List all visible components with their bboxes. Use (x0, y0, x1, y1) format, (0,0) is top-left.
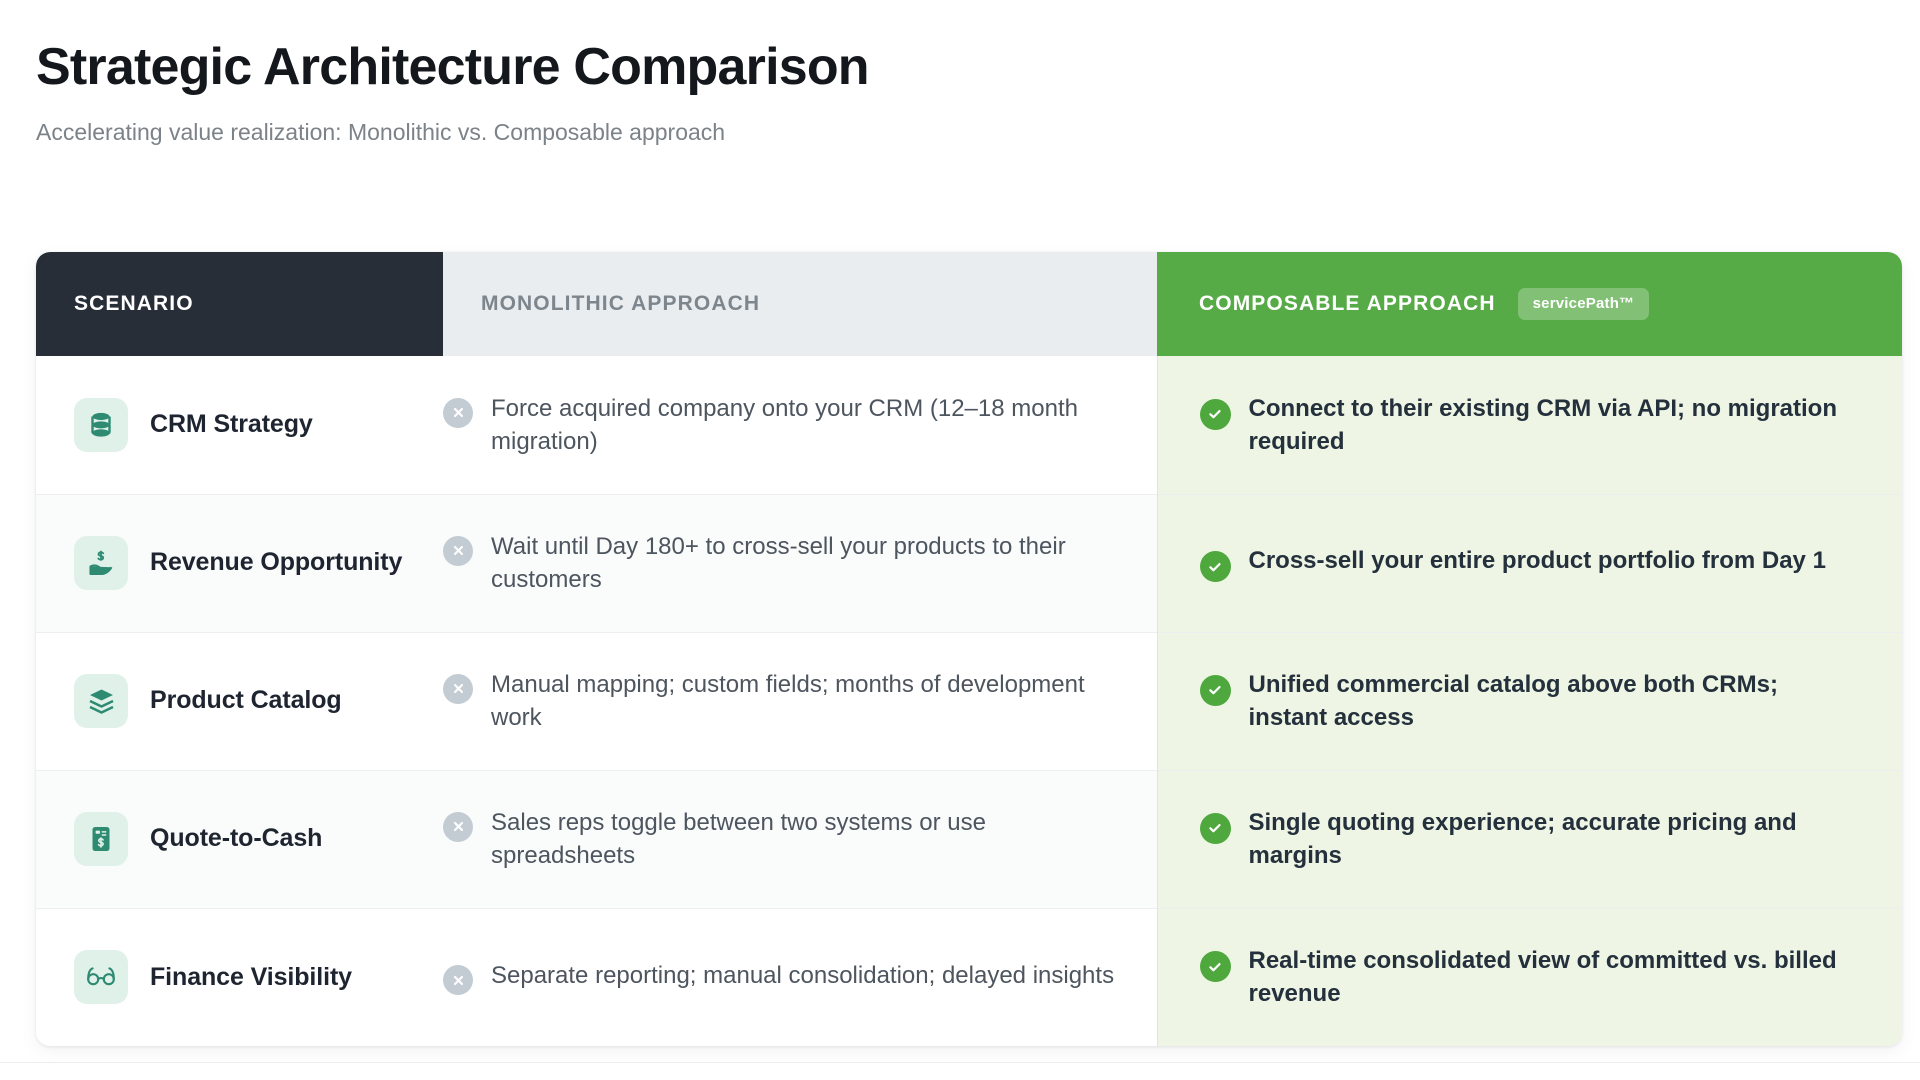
close-icon (443, 965, 473, 996)
invoice-dollar-icon (74, 812, 128, 866)
composable-text: Unified commercial catalog above both CR… (1248, 670, 1778, 731)
table-header: SCENARIO MONOLITHIC APPROACH COMPOSABLE … (36, 252, 1902, 356)
servicepath-brand-badge: servicePath™ (1517, 288, 1650, 320)
scenario-cell: Revenue Opportunity (36, 493, 443, 632)
monolithic-cell: Wait until Day 180+ to cross-sell your p… (443, 493, 1157, 632)
monolithic-text: Wait until Day 180+ to cross-sell your p… (491, 532, 1066, 593)
check-circle-icon (1199, 951, 1231, 983)
close-icon (443, 673, 473, 704)
column-header-composable: COMPOSABLE APPROACH servicePath™ (1157, 252, 1902, 356)
table-row: Revenue Opportunity Wait until Day 180+ … (36, 493, 1902, 632)
monolithic-cell: Sales reps toggle between two systems or… (443, 769, 1157, 908)
table-row: CRM Strategy Force acquired company onto… (36, 356, 1902, 494)
monolithic-text: Sales reps toggle between two systems or… (491, 808, 986, 869)
column-header-monolithic: MONOLITHIC APPROACH (443, 252, 1157, 356)
column-header-scenario: SCENARIO (36, 252, 443, 356)
scenario-label: CRM Strategy (150, 410, 313, 438)
table-header-row: SCENARIO MONOLITHIC APPROACH COMPOSABLE … (36, 252, 1902, 356)
database-icon (74, 397, 128, 452)
layers-icon (74, 674, 128, 728)
monolithic-text: Separate reporting; manual consolidation… (491, 962, 1115, 990)
column-header-composable-label: COMPOSABLE APPROACH (1199, 292, 1496, 315)
monolithic-cell: Force acquired company onto your CRM (12… (443, 356, 1157, 494)
close-icon (443, 811, 473, 842)
scenario-cell: Product Catalog (36, 631, 443, 770)
composable-cell: Cross-sell your entire product portfolio… (1156, 493, 1902, 632)
scenario-cell: Quote-to-Cash (36, 769, 443, 908)
table-row: Product Catalog Manual mapping; custom f… (36, 631, 1902, 770)
scenario-label: Product Catalog (150, 686, 342, 715)
page-subtitle: Accelerating value realization: Monolith… (36, 119, 726, 146)
monolithic-text: Manual mapping; custom fields; months of… (491, 670, 1085, 731)
page-title: Strategic Architecture Comparison (36, 38, 870, 96)
composable-text: Cross-sell your entire product portfolio… (1248, 547, 1826, 574)
scenario-cell: Finance Visibility (36, 907, 443, 1046)
composable-text: Connect to their existing CRM via API; n… (1248, 394, 1837, 455)
check-circle-icon (1199, 398, 1231, 430)
table-row: Quote-to-Cash Sales reps toggle between … (36, 769, 1902, 908)
table-body: CRM Strategy Force acquired company onto… (36, 356, 1902, 1046)
scenario-label: Quote-to-Cash (150, 824, 323, 853)
monolithic-cell: Separate reporting; manual consolidation… (443, 907, 1157, 1046)
check-circle-icon (1199, 551, 1231, 582)
hand-coin-icon (74, 536, 128, 590)
check-circle-icon (1199, 812, 1231, 844)
monolithic-cell: Manual mapping; custom fields; months of… (443, 631, 1157, 770)
composable-cell: Real-time consolidated view of committed… (1156, 907, 1902, 1046)
composable-cell: Unified commercial catalog above both CR… (1156, 631, 1902, 770)
close-icon (443, 535, 473, 566)
composable-cell: Single quoting experience; accurate pric… (1156, 769, 1902, 908)
comparison-table: SCENARIO MONOLITHIC APPROACH COMPOSABLE … (36, 252, 1902, 1046)
composable-text: Real-time consolidated view of committed… (1248, 947, 1837, 1008)
glasses-icon (74, 950, 128, 1005)
monolithic-text: Force acquired company onto your CRM (12… (491, 394, 1078, 455)
scenario-label: Finance Visibility (150, 962, 352, 991)
scenario-label: Revenue Opportunity (150, 548, 403, 577)
scenario-cell: CRM Strategy (36, 356, 443, 494)
page-heading: Strategic Architecture Comparison Accele… (0, 0, 1920, 148)
comparison-table-container: SCENARIO MONOLITHIC APPROACH COMPOSABLE … (36, 252, 1902, 1046)
footer-divider (0, 1062, 1920, 1063)
check-circle-icon (1199, 674, 1231, 706)
composable-cell: Connect to their existing CRM via API; n… (1156, 356, 1902, 494)
composable-text: Single quoting experience; accurate pric… (1248, 808, 1797, 869)
close-icon (443, 397, 473, 428)
table-row: Finance Visibility Separate reporting; m… (36, 907, 1902, 1046)
